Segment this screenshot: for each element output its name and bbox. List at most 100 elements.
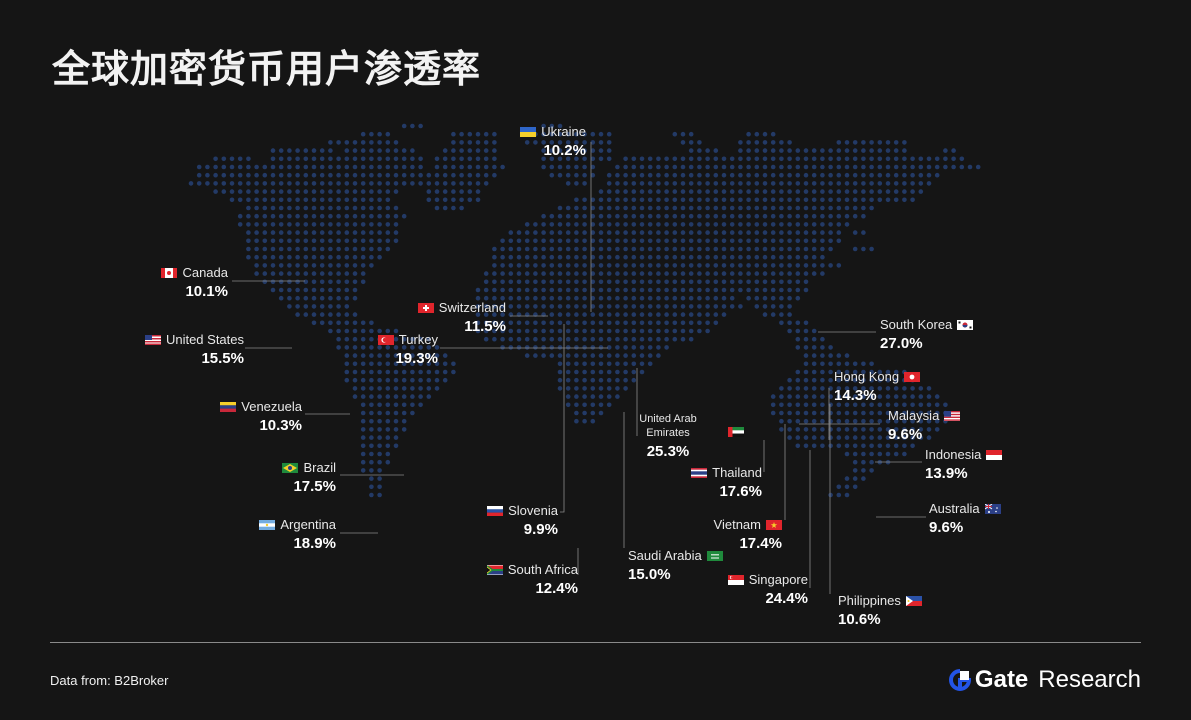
- map-dot: [262, 222, 268, 227]
- map-dot: [770, 222, 776, 227]
- map-dot: [787, 377, 792, 383]
- map-dot: [262, 181, 268, 186]
- map-dot: [442, 172, 448, 178]
- map-dot: [713, 181, 719, 186]
- map-dot: [770, 131, 776, 137]
- country-value: 10.2%: [543, 142, 586, 159]
- map-dot: [615, 271, 620, 276]
- map-dot: [426, 377, 432, 383]
- map-dot: [664, 254, 669, 260]
- map-dot: [820, 418, 825, 424]
- map-dot: [803, 254, 809, 260]
- map-dot: [877, 148, 883, 153]
- map-dot: [631, 279, 637, 285]
- map-dot: [631, 197, 637, 203]
- map-dot: [918, 172, 924, 178]
- map-dot: [606, 254, 612, 260]
- map-dot: [574, 279, 579, 285]
- map-dot: [287, 263, 292, 268]
- map-dot: [385, 427, 391, 432]
- map-dot: [582, 205, 587, 211]
- map-dot: [877, 386, 883, 391]
- map-dot: [574, 222, 579, 227]
- map-dot: [787, 304, 792, 309]
- map-dot: [336, 238, 341, 244]
- map-dot: [557, 246, 563, 252]
- map-dot: [803, 181, 809, 186]
- map-dot: [746, 287, 751, 293]
- map-dot: [770, 263, 776, 268]
- map-dot: [590, 353, 596, 358]
- map-dot: [311, 271, 317, 276]
- map-dot: [656, 164, 661, 170]
- map-dot: [623, 328, 628, 334]
- map-dot: [770, 213, 776, 219]
- map-dot: [246, 246, 251, 252]
- map-dot: [319, 230, 325, 235]
- map-dot: [672, 328, 678, 334]
- map-dot: [590, 164, 596, 170]
- map-dot: [360, 230, 366, 235]
- map-dot: [369, 476, 374, 481]
- map-dot: [303, 279, 309, 285]
- map-dot: [434, 205, 440, 211]
- map-dot: [877, 172, 883, 178]
- map-dot: [803, 377, 809, 383]
- map-dot: [393, 336, 399, 342]
- map-dot: [377, 246, 382, 252]
- map-dot: [861, 427, 866, 432]
- map-dot: [385, 443, 391, 449]
- map-dot: [574, 287, 579, 293]
- map-dot: [902, 410, 907, 416]
- map-dot: [861, 189, 866, 194]
- map-dot: [820, 156, 825, 162]
- map-dot: [639, 197, 645, 203]
- map-dot: [697, 205, 702, 211]
- map-dot: [385, 435, 391, 440]
- map-dot: [557, 320, 563, 326]
- map-dot: [844, 140, 850, 145]
- map-dot: [246, 222, 251, 227]
- map-dot: [877, 427, 883, 432]
- map-dot: [746, 238, 751, 244]
- map-dot: [779, 427, 784, 432]
- map-dot: [606, 361, 612, 367]
- map-dot: [795, 377, 801, 383]
- map-dot: [672, 246, 678, 252]
- map-dot: [647, 279, 653, 285]
- map-dot: [647, 353, 653, 358]
- map-dot: [918, 164, 924, 170]
- map-dot: [705, 164, 710, 170]
- map-dot: [574, 263, 579, 268]
- map-dot: [582, 197, 587, 203]
- slovenia-flag-icon: [487, 505, 504, 516]
- map-dot: [631, 361, 637, 367]
- map-dot: [360, 156, 366, 162]
- country-value: 10.3%: [259, 417, 302, 434]
- map-dot: [295, 172, 300, 178]
- map-dot: [336, 213, 341, 219]
- map-dot: [590, 140, 596, 145]
- map-dot: [590, 418, 596, 424]
- map-dot: [582, 386, 587, 391]
- map-dot: [377, 410, 382, 416]
- map-dot: [467, 197, 473, 203]
- map-dot: [680, 238, 686, 244]
- map-dot: [697, 197, 702, 203]
- map-dot: [385, 394, 391, 399]
- map-dot: [590, 312, 596, 317]
- map-dot: [492, 156, 497, 162]
- map-dot: [541, 131, 546, 137]
- map-dot: [606, 377, 612, 383]
- map-dot: [623, 336, 628, 342]
- map-dot: [647, 336, 653, 342]
- map-dot: [377, 369, 382, 375]
- map-dot: [319, 189, 325, 194]
- map-dot: [336, 222, 341, 227]
- map-dot: [951, 164, 956, 170]
- map-dot: [311, 197, 317, 203]
- map-dot: [795, 213, 801, 219]
- map-dot: [336, 345, 341, 350]
- map-dot: [893, 394, 899, 399]
- map-dot: [418, 394, 423, 399]
